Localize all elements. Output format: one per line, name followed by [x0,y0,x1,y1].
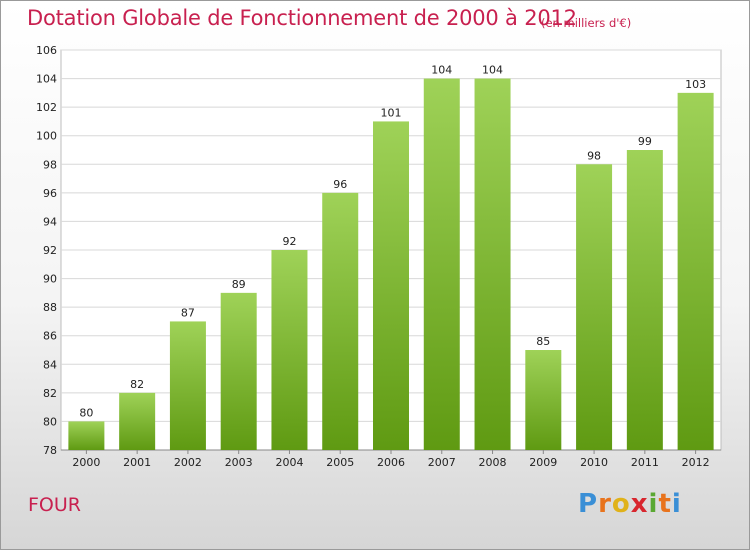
y-tick-label: 86 [43,330,57,343]
y-tick-label: 92 [43,244,57,257]
value-label-2012: 103 [685,78,706,91]
y-tick-label: 100 [36,130,57,143]
x-tick-label-2012: 2012 [682,456,710,469]
y-tick-label: 102 [36,101,57,114]
logo-letter: t [658,489,672,519]
bar-2009 [525,350,562,450]
x-tick-label-2010: 2010 [580,456,608,469]
value-labels: 80 82 87 89 92 96 101 104 104 85 98 99 103 [79,64,706,420]
bar-2004 [271,250,308,450]
x-tick-label-2000: 2000 [72,456,100,469]
y-tick-label: 82 [43,387,57,400]
y-tick-label: 96 [43,187,57,200]
x-tick-label-2009: 2009 [529,456,557,469]
logo-letter: i [671,489,682,519]
value-label-2010: 98 [587,149,601,162]
y-tick-label: 84 [43,358,57,371]
y-tick-label: 88 [43,301,57,314]
x-tick-label-2008: 2008 [479,456,507,469]
value-label-2009: 85 [536,335,550,348]
bar-2012 [677,92,714,450]
y-tick-label: 80 [43,415,57,428]
x-tick-label-2006: 2006 [377,456,405,469]
y-tick-label: 90 [43,273,57,286]
value-label-2005: 96 [333,178,347,191]
value-label-2011: 99 [638,135,652,148]
logo-letter: P [578,489,599,519]
value-label-2004: 92 [282,235,296,248]
value-label-2001: 82 [130,378,144,391]
proxiti-logo: Proxiti [578,489,682,519]
value-label-2006: 101 [381,106,402,119]
bar-2008 [474,78,511,451]
chart-title: Dotation Globale de Fonctionnement de 20… [27,6,577,30]
x-tick-label-2001: 2001 [123,456,151,469]
logo-letter: o [611,489,631,519]
value-label-2000: 80 [79,406,93,419]
commune-name: FOUR [28,494,81,516]
y-tick-label: 98 [43,158,57,171]
bar-2001 [119,392,156,450]
value-label-2008: 104 [482,64,503,77]
y-tick-label: 106 [36,44,57,57]
bar-2007 [423,78,460,451]
bar-2000 [68,421,105,450]
x-tick-label-2011: 2011 [631,456,659,469]
bar-2005 [322,192,359,450]
y-tick-label: 94 [43,215,57,228]
bar-2010 [576,164,613,451]
x-tick-label-2007: 2007 [428,456,456,469]
bar-2002 [169,321,206,450]
value-label-2007: 104 [431,64,452,77]
chart-subtitle: (en milliers d'€) [541,16,632,30]
logo-letter: x [630,489,649,519]
logo-letter: i [648,489,659,519]
x-tick-label-2004: 2004 [275,456,303,469]
bar-2006 [373,121,409,450]
logo-letter: r [598,489,612,519]
x-tick-label-2003: 2003 [225,456,253,469]
value-label-2003: 89 [232,278,246,291]
y-tick-label: 78 [43,444,57,457]
value-label-2002: 87 [181,306,195,319]
x-tick-label-2002: 2002 [174,456,202,469]
bar-2011 [626,150,663,450]
x-tick-label-2005: 2005 [326,456,354,469]
bars [68,78,714,451]
bar-2003 [220,292,257,450]
y-tick-label: 104 [36,73,57,86]
